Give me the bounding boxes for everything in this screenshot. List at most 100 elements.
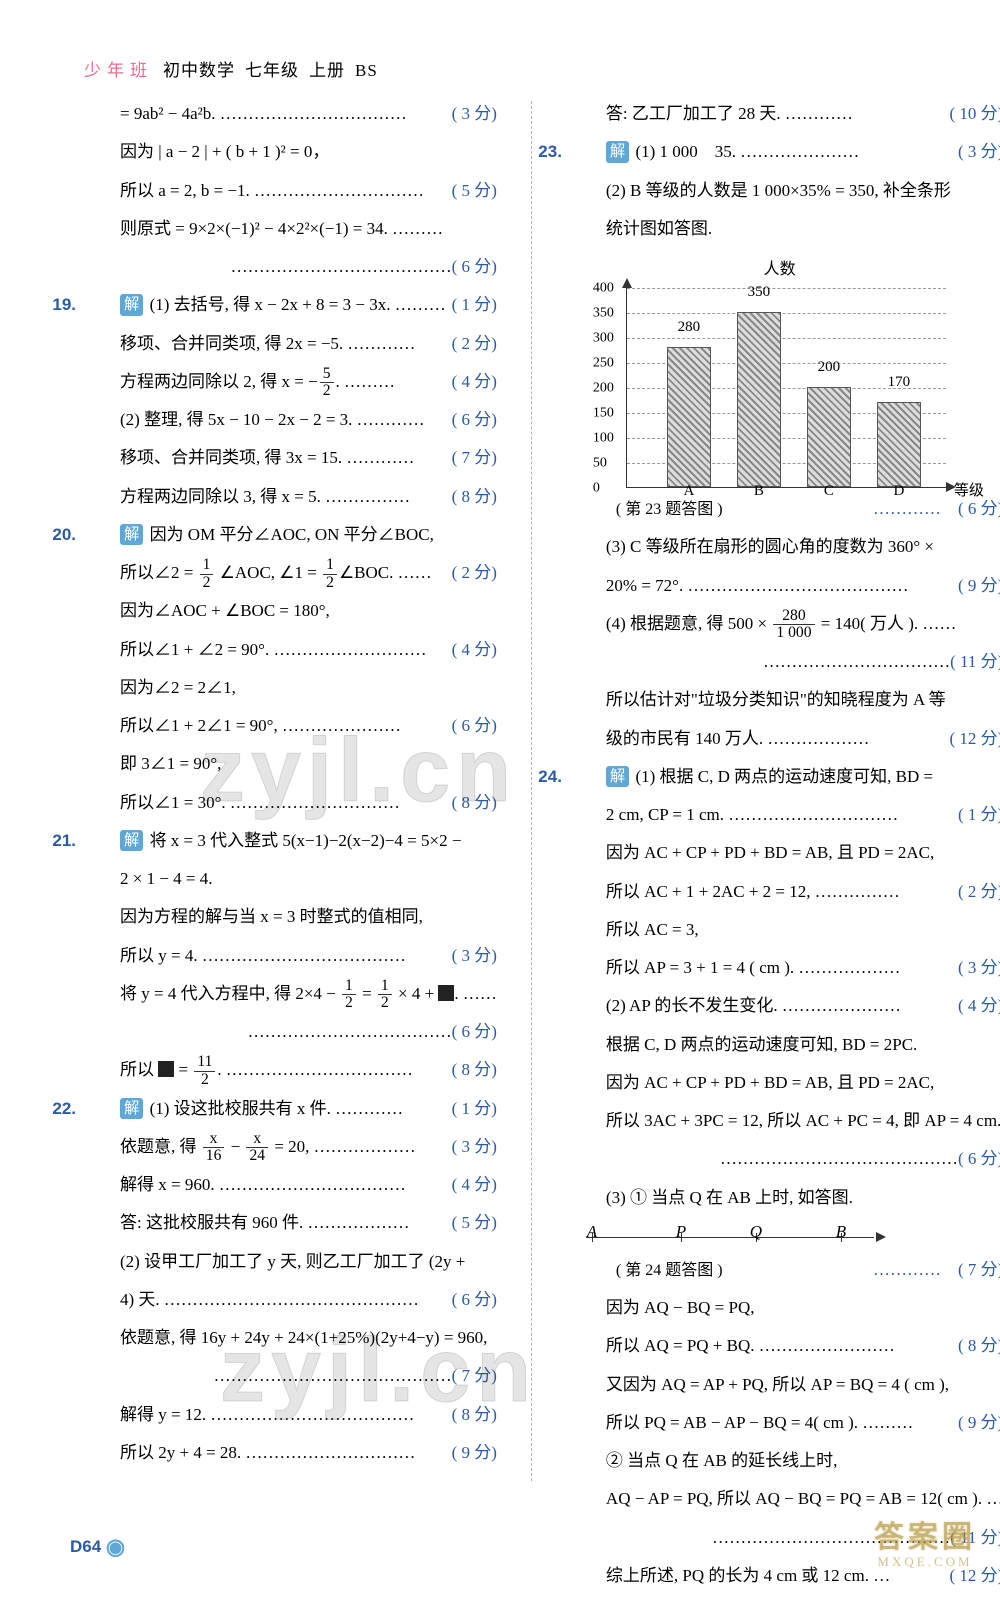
right-column: 答: 乙工厂加工了 28 天. …………( 10 分)23.解 (1) 1 00… (566, 95, 1000, 1595)
text-line: 22.解 (1) 设这批校服共有 x 件. …………( 1 分) (80, 1090, 497, 1128)
text-line: 所以 = 112. ……………………………( 8 分) (80, 1051, 497, 1089)
text-line: ……………………………………( 6 分) (566, 1140, 1000, 1178)
text-line: (2) AP 的长不发生变化. …………………( 4 分) (566, 987, 1000, 1025)
text-line: 根据 C, D 两点的运动速度可知, BD = 2PC. (566, 1026, 1000, 1064)
score-mark: ( 12 分) (950, 720, 1000, 758)
answer-stamp: 答案圈 MXQE.COM (870, 1512, 980, 1582)
score-mark: ( 3 分) (958, 133, 1000, 171)
text-line: 答: 这批校服共有 960 件. ………………( 5 分) (80, 1204, 497, 1242)
text-line: ………………………………( 6 分) (80, 1013, 497, 1051)
solution-tag: 解 (606, 141, 629, 162)
text-line: 因为 | a − 2 | + ( b + 1 )² = 0， (80, 133, 497, 171)
text-line: 所以∠1 = 30°. …………………………( 8 分) (80, 784, 497, 822)
score-mark: ( 8 分) (452, 478, 497, 516)
header-subject: 初中数学 (163, 56, 235, 81)
score-mark: ( 3 分) (958, 949, 1000, 987)
solution-tag: 解 (120, 1098, 143, 1119)
score-mark: ( 11 分) (950, 643, 1000, 681)
text-line: 2 × 1 − 4 = 4. (80, 860, 497, 898)
text-line: 因为∠AOC + ∠BOC = 180°, (80, 592, 497, 630)
score-mark: ( 8 分) (452, 1396, 497, 1434)
score-mark: ( 9 分) (452, 1434, 497, 1472)
text-line: ( 第 23 题答图 )………… ( 6 分) (566, 490, 1000, 528)
text-line: 即 3∠1 = 90°, (80, 745, 497, 783)
text-line: 方程两边同除以 2, 得 x = −52. ………( 4 分) (80, 363, 497, 401)
text-line: (2) 整理, 得 5x − 10 − 2x − 2 = 3. …………( 6 … (80, 401, 497, 439)
text-line: 所以 a = 2, b = −1. …………………………( 5 分) (80, 172, 497, 210)
text-line: 移项、合并同类项, 得 2x = −5. …………( 2 分) (80, 325, 497, 363)
score-mark: ( 4 分) (452, 363, 497, 401)
solution-tag: 解 (120, 294, 143, 315)
text-line: 19.解 (1) 去括号, 得 x − 2x + 8 = 3 − 3x. ………… (80, 286, 497, 324)
text-line: 所以∠2 = 12 ∠AOC, ∠1 = 12∠BOC. ……( 2 分) (80, 554, 497, 592)
score-mark: ( 6 分) (452, 707, 497, 745)
text-line: 所以 2y + 4 = 28. …………………………( 9 分) (80, 1434, 497, 1472)
score-mark: ( 4 分) (958, 987, 1000, 1025)
text-line: 因为 AQ − BQ = PQ, (566, 1289, 1000, 1327)
text-line: = 9ab² − 4a²b. ……………………………( 3 分) (80, 95, 497, 133)
text-line: 20.解 因为 OM 平分∠AOC, ON 平分∠BOC, (80, 516, 497, 554)
text-line: 解得 y = 12. ………………………………( 8 分) (80, 1396, 497, 1434)
text-line: 所以估计对"垃圾分类知识"的知晓程度为 A 等 (566, 681, 1000, 719)
text-line: 因为 AC + CP + PD + BD = AB, 且 PD = 2AC, (566, 1064, 1000, 1102)
score-mark: ( 3 分) (452, 1128, 497, 1166)
question-number: 24. (520, 758, 562, 796)
solution-tag: 解 (120, 830, 143, 851)
text-line: 解得 x = 960. ……………………………( 4 分) (80, 1166, 497, 1204)
score-mark: ( 9 分) (958, 1404, 1000, 1442)
score-mark: ( 7 分) (452, 439, 497, 477)
header-term: 上册 (309, 56, 345, 81)
question-number: 21. (34, 822, 76, 860)
text-line: 级的市民有 140 万人. ………………( 12 分) (566, 720, 1000, 758)
text-line: 所以 AC + 1 + 2AC + 2 = 12, ……………( 2 分) (566, 873, 1000, 911)
header-grade: 七年级 (245, 56, 299, 81)
score-mark: ( 1 分) (452, 286, 497, 324)
text-line: 23.解 (1) 1 000 35. …………………( 3 分) (566, 133, 1000, 171)
text-line: 依题意, 得 16y + 24y + 24×(1+25%)(2y+4−y) = … (80, 1319, 497, 1357)
text-line: ……………………………………( 7 分) (80, 1357, 497, 1395)
text-line: 所以 PQ = AB − AP − BQ = 4( cm ). ………( 9 分… (566, 1404, 1000, 1442)
text-line: 所以∠1 + 2∠1 = 90°, …………………( 6 分) (80, 707, 497, 745)
text-line: 2 cm, CP = 1 cm. …………………………( 1 分) (566, 796, 1000, 834)
text-line: 则原式 = 9×2×(−1)² − 4×2²×(−1) = 34. ……… (80, 210, 497, 248)
text-line: A P Q B (566, 1223, 1000, 1251)
text-line: …………………………………( 6 分) (80, 248, 497, 286)
text-line: 将 y = 4 代入方程中, 得 2×4 − 12 = 12 × 4 + . …… (80, 975, 497, 1013)
text-line: 所以∠1 + ∠2 = 90°. ………………………( 4 分) (80, 631, 497, 669)
score-mark: ( 6 分) (452, 1013, 497, 1051)
bar-chart: 人数 50 100 150 200 250 300 350 4000 280 A… (596, 252, 1000, 488)
score-mark: ( 3 分) (452, 95, 497, 133)
text-line: 4) 天. ………………………………………( 6 分) (80, 1281, 497, 1319)
score-mark: ( 9 分) (958, 567, 1000, 605)
text-line: 所以 y = 4. ………………………………( 3 分) (80, 937, 497, 975)
left-column: = 9ab² − 4a²b. ……………………………( 3 分)因为 | a −… (80, 95, 497, 1595)
solution-tag: 解 (120, 524, 143, 545)
score-mark: ( 8 分) (452, 1051, 497, 1089)
header-edition: BS (355, 61, 378, 81)
question-number: 20. (34, 516, 76, 554)
question-number: 23. (520, 133, 562, 171)
text-line: (2) B 等级的人数是 1 000×35% = 350, 补全条形 (566, 172, 1000, 210)
text-line: 所以 AP = 3 + 1 = 4 ( cm ). ………………( 3 分) (566, 949, 1000, 987)
score-mark: ( 6 分) (958, 1140, 1000, 1178)
text-line: ( 第 24 题答图 )………… ( 7 分) (566, 1251, 1000, 1289)
score-mark: ………… ( 7 分) (873, 1251, 1000, 1289)
text-line: (4) 根据题意, 得 500 × 2801 000 = 140( 万人 ). … (566, 605, 1000, 643)
score-mark: ( 6 分) (452, 1281, 497, 1319)
text-line: 又因为 AQ = AP + PQ, 所以 AP = BQ = 4 ( cm ), (566, 1366, 1000, 1404)
question-number: 22. (34, 1090, 76, 1128)
text-line: 方程两边同除以 3, 得 x = 5. ……………( 8 分) (80, 478, 497, 516)
text-line: 移项、合并同类项, 得 3x = 15. …………( 7 分) (80, 439, 497, 477)
score-mark: ( 2 分) (452, 554, 497, 592)
score-mark: ( 7 分) (452, 1357, 497, 1395)
score-mark: ( 4 分) (452, 631, 497, 669)
question-number: 19. (34, 286, 76, 324)
score-mark: ( 5 分) (452, 1204, 497, 1242)
score-mark: ( 8 分) (958, 1327, 1000, 1365)
score-mark: ( 8 分) (452, 784, 497, 822)
score-mark: ( 4 分) (452, 1166, 497, 1204)
score-mark: ( 6 分) (452, 401, 497, 439)
text-line: 20% = 72°. …………………………………( 9 分) (566, 567, 1000, 605)
score-mark: ( 5 分) (452, 172, 497, 210)
score-mark: ( 3 分) (452, 937, 497, 975)
